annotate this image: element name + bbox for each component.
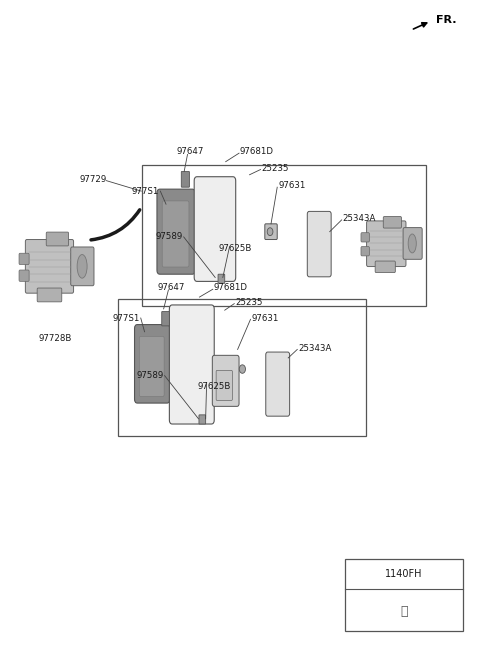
FancyBboxPatch shape: [212, 355, 239, 406]
Text: ⓘ: ⓘ: [400, 606, 408, 618]
Bar: [345, 559, 463, 631]
Text: 25235: 25235: [262, 164, 289, 173]
FancyBboxPatch shape: [157, 189, 195, 274]
Text: 97729: 97729: [79, 175, 107, 184]
Text: 97681D: 97681D: [214, 283, 248, 292]
Text: 25343A: 25343A: [343, 214, 376, 223]
FancyBboxPatch shape: [266, 352, 289, 416]
Ellipse shape: [77, 254, 87, 278]
Text: 1140FH: 1140FH: [385, 569, 423, 579]
Text: 97625B: 97625B: [198, 382, 231, 390]
Text: 25235: 25235: [235, 298, 263, 307]
Text: 97631: 97631: [252, 313, 279, 323]
FancyBboxPatch shape: [361, 246, 370, 256]
FancyBboxPatch shape: [375, 261, 396, 273]
Text: 97589: 97589: [136, 371, 164, 380]
Ellipse shape: [240, 365, 245, 373]
FancyBboxPatch shape: [218, 274, 225, 283]
FancyBboxPatch shape: [162, 311, 169, 326]
FancyBboxPatch shape: [361, 233, 370, 242]
Bar: [142, 165, 426, 306]
Text: 977S1: 977S1: [132, 187, 159, 196]
FancyBboxPatch shape: [46, 232, 69, 246]
FancyBboxPatch shape: [199, 415, 205, 424]
Text: FR.: FR.: [436, 14, 456, 25]
FancyBboxPatch shape: [216, 371, 232, 401]
FancyBboxPatch shape: [134, 325, 170, 403]
FancyBboxPatch shape: [71, 247, 94, 286]
Text: 97647: 97647: [176, 147, 204, 156]
FancyBboxPatch shape: [19, 253, 29, 265]
Text: 97647: 97647: [157, 283, 184, 292]
Text: 97631: 97631: [278, 181, 306, 191]
FancyBboxPatch shape: [384, 217, 401, 228]
FancyBboxPatch shape: [37, 288, 62, 302]
Text: 97728B: 97728B: [39, 334, 72, 343]
Bar: [118, 299, 366, 436]
FancyBboxPatch shape: [25, 240, 73, 293]
FancyBboxPatch shape: [265, 224, 277, 240]
FancyBboxPatch shape: [403, 227, 422, 260]
Text: 977S1: 977S1: [112, 313, 140, 323]
Text: 97625B: 97625B: [218, 244, 252, 252]
FancyBboxPatch shape: [19, 270, 29, 281]
Text: 97681D: 97681D: [240, 147, 274, 156]
FancyBboxPatch shape: [139, 336, 164, 397]
Ellipse shape: [408, 234, 416, 253]
FancyBboxPatch shape: [181, 171, 190, 187]
FancyBboxPatch shape: [307, 212, 331, 277]
FancyBboxPatch shape: [367, 221, 406, 267]
Text: 25343A: 25343A: [298, 344, 332, 353]
Text: 97589: 97589: [156, 233, 183, 241]
Ellipse shape: [267, 228, 273, 236]
FancyBboxPatch shape: [169, 305, 214, 424]
FancyBboxPatch shape: [194, 177, 236, 281]
FancyBboxPatch shape: [162, 201, 189, 267]
